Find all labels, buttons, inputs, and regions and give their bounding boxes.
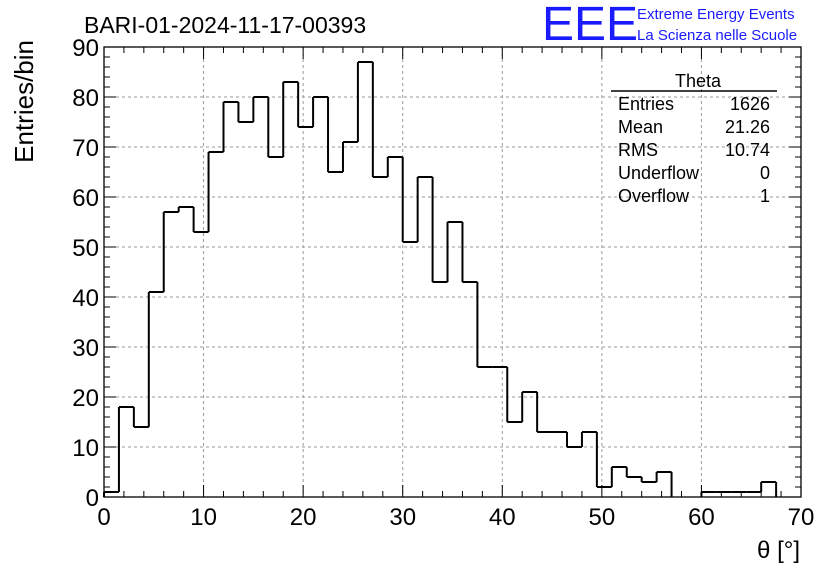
y-tick-label: 30 — [72, 335, 99, 362]
stats-row-value: 0 — [760, 163, 770, 183]
y-tick-label: 20 — [72, 385, 99, 412]
x-tick-label: 20 — [290, 504, 317, 531]
eee-logo: EEE Extreme Energy Events La Scienza nel… — [542, 0, 797, 51]
stats-row-label: Underflow — [618, 163, 700, 183]
y-tick-label: 60 — [72, 185, 99, 212]
y-tick-label: 50 — [72, 235, 99, 262]
chart-title: BARI-01-2024-11-17-00393 — [84, 12, 366, 38]
histogram-layer — [103, 61, 778, 497]
stats-row-label: Overflow — [618, 186, 690, 206]
x-tick-label: 30 — [389, 504, 416, 531]
stats-row-label: Entries — [618, 94, 674, 114]
x-tick-label: 60 — [688, 504, 715, 531]
logo-line-1: Extreme Energy Events — [637, 6, 795, 23]
logo-mark: EEE — [542, 0, 638, 51]
y-tick-label: 0 — [86, 485, 99, 512]
y-tick-label: 10 — [72, 435, 99, 462]
stats-row-label: Mean — [618, 117, 663, 137]
x-tick-label: 0 — [97, 504, 110, 531]
y-tick-label: 80 — [72, 85, 99, 112]
stats-row-label: RMS — [618, 140, 658, 160]
x-tick-label: 10 — [190, 504, 217, 531]
x-tick-label: 40 — [489, 504, 516, 531]
logo-line-2: La Scienza nelle Scuole — [637, 27, 797, 44]
plot-frame — [103, 46, 802, 498]
stats-row-value: 10.74 — [725, 140, 770, 160]
x-tick-label: 70 — [788, 504, 815, 531]
x-tick-label: 50 — [589, 504, 616, 531]
y-tick-label: 70 — [72, 135, 99, 162]
grid-layer — [104, 46, 801, 497]
y-axis-label: Entries/bin — [9, 40, 39, 163]
stats-row-value: 1626 — [730, 94, 770, 114]
y-tick-label: 40 — [72, 285, 99, 312]
y-tick-label: 90 — [72, 35, 99, 62]
x-axis-label: θ [°] — [757, 537, 800, 564]
stats-row-value: 1 — [760, 186, 770, 206]
stats-box-title: Theta — [675, 71, 722, 91]
stats-row-value: 21.26 — [725, 117, 770, 137]
tick-layer — [103, 46, 802, 498]
